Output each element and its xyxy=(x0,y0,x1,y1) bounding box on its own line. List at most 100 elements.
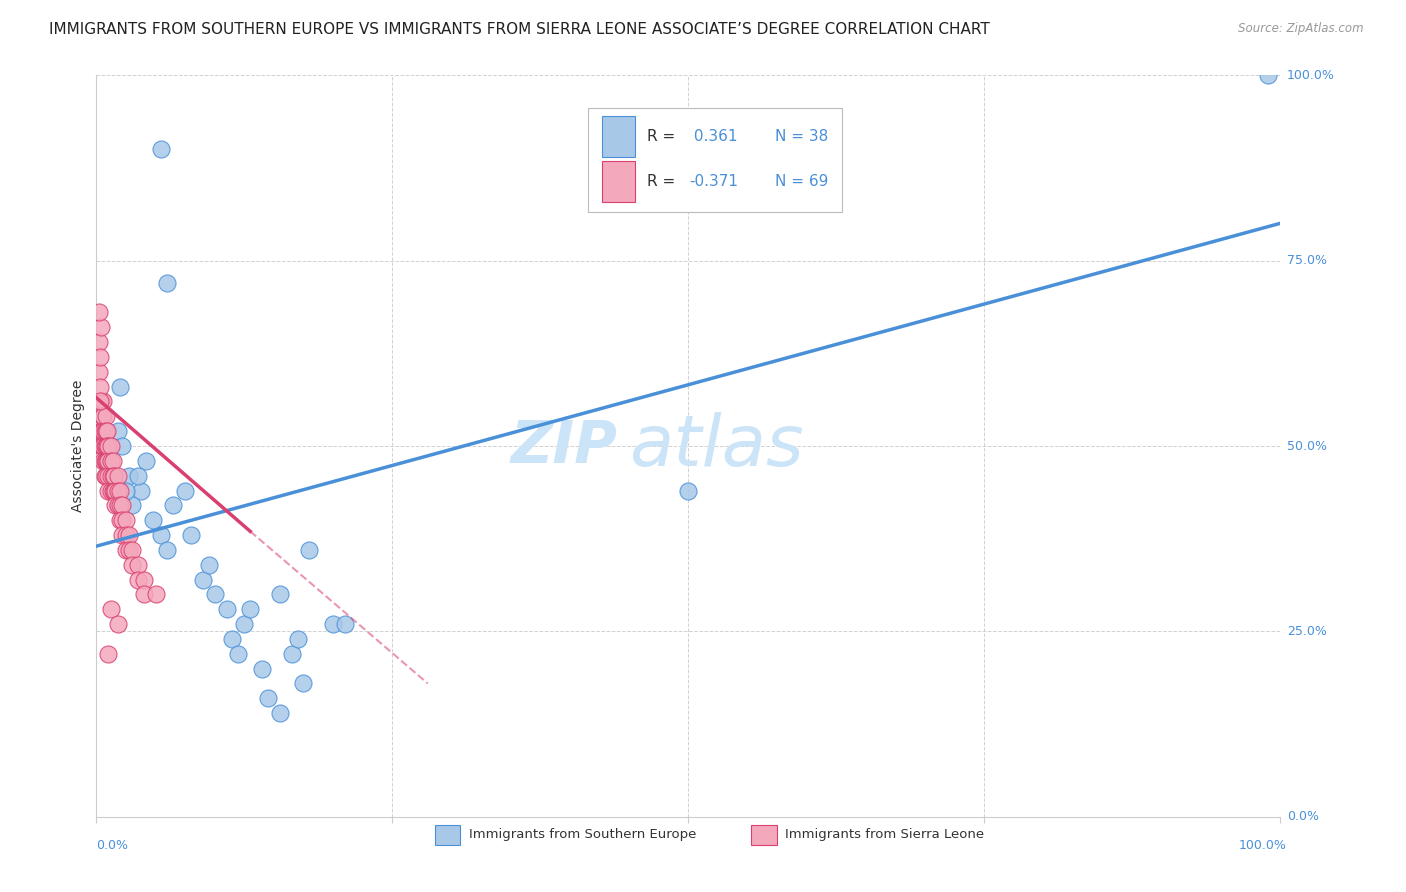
Point xyxy=(93,424,115,438)
Point xyxy=(87,335,110,350)
Point xyxy=(145,587,167,601)
Point xyxy=(108,513,131,527)
Point xyxy=(228,647,250,661)
Point xyxy=(93,424,115,438)
Point xyxy=(107,617,129,632)
Y-axis label: Associate's Degree: Associate's Degree xyxy=(72,380,86,512)
Point xyxy=(1257,68,1279,82)
Point xyxy=(233,617,256,632)
Point xyxy=(292,676,315,690)
Point xyxy=(132,573,155,587)
Point xyxy=(111,528,134,542)
Text: Source: ZipAtlas.com: Source: ZipAtlas.com xyxy=(1239,22,1364,36)
Point xyxy=(107,499,129,513)
Point xyxy=(142,513,165,527)
Point xyxy=(96,424,118,438)
Point xyxy=(107,468,129,483)
Point xyxy=(287,632,309,646)
Text: N = 69: N = 69 xyxy=(775,174,828,188)
Point xyxy=(107,424,129,438)
Point xyxy=(87,305,110,319)
Point xyxy=(108,483,131,498)
Point xyxy=(97,468,120,483)
Point xyxy=(103,468,125,483)
Point xyxy=(97,483,120,498)
Point xyxy=(90,394,112,409)
Point xyxy=(93,454,115,468)
Point xyxy=(280,647,302,661)
Point xyxy=(91,409,114,424)
Point xyxy=(150,142,173,156)
Point xyxy=(198,558,221,572)
Text: IMMIGRANTS FROM SOUTHERN EUROPE VS IMMIGRANTS FROM SIERRA LEONE ASSOCIATE’S DEGR: IMMIGRANTS FROM SOUTHERN EUROPE VS IMMIG… xyxy=(49,22,990,37)
Text: 50.0%: 50.0% xyxy=(1286,440,1327,452)
Point xyxy=(94,468,117,483)
Point xyxy=(89,379,111,393)
Point xyxy=(96,454,118,468)
Point xyxy=(174,483,197,498)
Point xyxy=(93,439,115,453)
Point xyxy=(100,439,122,453)
Point xyxy=(127,573,149,587)
Point xyxy=(89,394,111,409)
Point xyxy=(127,558,149,572)
Point xyxy=(97,454,120,468)
Point xyxy=(118,528,141,542)
Point xyxy=(96,439,118,453)
Point xyxy=(150,528,173,542)
Point xyxy=(257,691,280,706)
Point xyxy=(103,483,125,498)
Point xyxy=(131,483,153,498)
Text: ZIP: ZIP xyxy=(510,417,617,475)
Point xyxy=(90,424,112,438)
Point xyxy=(93,439,115,453)
Point xyxy=(322,617,344,632)
Text: atlas: atlas xyxy=(628,411,804,481)
Point xyxy=(108,379,131,393)
Point xyxy=(115,528,138,542)
Point xyxy=(94,454,117,468)
Point xyxy=(90,320,112,334)
Point xyxy=(156,542,179,557)
Point xyxy=(156,276,179,290)
Point xyxy=(215,602,238,616)
Point xyxy=(121,542,143,557)
Bar xyxy=(602,161,636,202)
Point xyxy=(97,439,120,453)
Point xyxy=(91,424,114,438)
Text: 100.0%: 100.0% xyxy=(1239,839,1286,852)
Point xyxy=(111,499,134,513)
Point xyxy=(107,499,129,513)
Point xyxy=(676,483,699,498)
Point xyxy=(135,454,157,468)
Point xyxy=(127,468,149,483)
Point xyxy=(91,439,114,453)
Point xyxy=(93,454,115,468)
Text: Immigrants from Sierra Leone: Immigrants from Sierra Leone xyxy=(785,829,984,841)
FancyBboxPatch shape xyxy=(588,109,842,212)
Point xyxy=(87,365,110,379)
Point xyxy=(250,662,273,676)
Point xyxy=(97,647,120,661)
Point xyxy=(94,424,117,438)
Point xyxy=(101,454,124,468)
Point xyxy=(204,587,226,601)
Point xyxy=(111,439,134,453)
Point xyxy=(121,499,143,513)
Point xyxy=(93,394,115,409)
Point xyxy=(115,483,138,498)
Point xyxy=(221,632,243,646)
Point xyxy=(104,499,127,513)
Point xyxy=(108,499,131,513)
Point xyxy=(94,409,117,424)
Point xyxy=(333,617,356,632)
Text: 75.0%: 75.0% xyxy=(1286,254,1327,267)
Point xyxy=(118,542,141,557)
Text: 25.0%: 25.0% xyxy=(1286,625,1327,638)
Text: 0.0%: 0.0% xyxy=(97,839,128,852)
Point xyxy=(104,483,127,498)
Point xyxy=(100,483,122,498)
Point xyxy=(239,602,262,616)
Point xyxy=(101,483,124,498)
Point xyxy=(93,468,115,483)
